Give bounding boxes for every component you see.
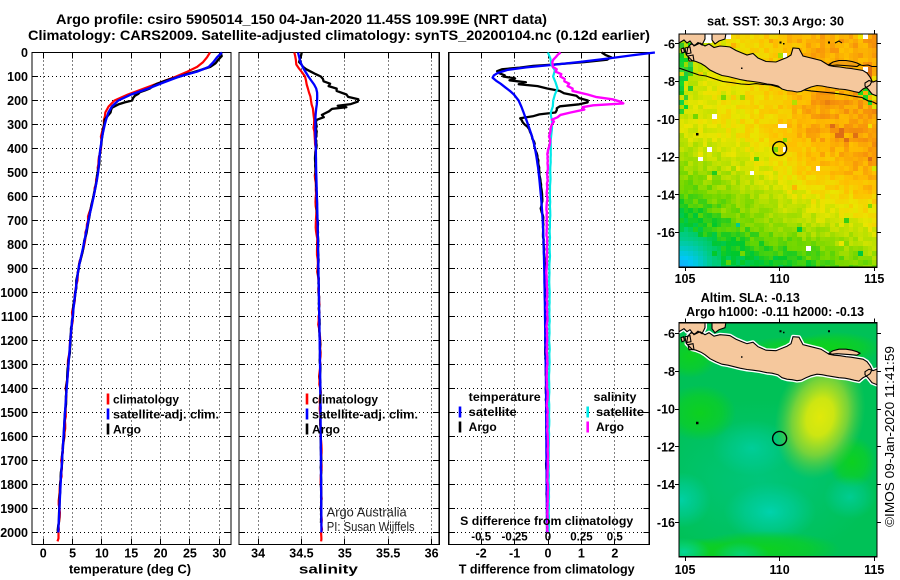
svg-text:-0.25: -0.25 bbox=[501, 532, 528, 544]
svg-text:115: 115 bbox=[864, 563, 884, 577]
svg-text:Argo: Argo bbox=[596, 422, 624, 434]
svg-text:400: 400 bbox=[7, 142, 28, 156]
svg-text:-8: -8 bbox=[664, 75, 675, 89]
svg-text:1800: 1800 bbox=[0, 478, 28, 492]
svg-text:35: 35 bbox=[338, 547, 352, 561]
svg-text:0.5: 0.5 bbox=[607, 532, 624, 544]
svg-text:20: 20 bbox=[154, 547, 168, 561]
svg-text:0: 0 bbox=[40, 547, 47, 561]
svg-text:1600: 1600 bbox=[0, 430, 28, 444]
svg-text:1700: 1700 bbox=[0, 454, 28, 468]
svg-text:Altim. SLA: -0.13: Altim. SLA: -0.13 bbox=[701, 290, 800, 305]
svg-text:110: 110 bbox=[770, 272, 790, 286]
svg-text:sat. SST: 30.3 Argo: 30: sat. SST: 30.3 Argo: 30 bbox=[707, 14, 844, 29]
svg-text:-14: -14 bbox=[657, 478, 675, 492]
svg-text:-12: -12 bbox=[657, 440, 675, 454]
svg-text:2000: 2000 bbox=[0, 526, 28, 540]
svg-text:-16: -16 bbox=[657, 226, 675, 240]
svg-text:climatology: climatology bbox=[312, 395, 379, 407]
svg-text:1200: 1200 bbox=[0, 334, 28, 348]
svg-text:satellite-adj. clim.: satellite-adj. clim. bbox=[312, 410, 418, 422]
svg-text:-1: -1 bbox=[509, 547, 520, 561]
svg-text:©IMOS 09-Jan-2020 11:41:59: ©IMOS 09-Jan-2020 11:41:59 bbox=[883, 346, 897, 527]
svg-text:10: 10 bbox=[95, 547, 109, 561]
svg-text:100: 100 bbox=[7, 70, 28, 84]
svg-text:Climatology: CARS2009. Satelli: Climatology: CARS2009. Satellite-adjuste… bbox=[28, 28, 650, 43]
svg-text:1400: 1400 bbox=[0, 382, 28, 396]
svg-text:700: 700 bbox=[7, 214, 28, 228]
svg-text:PI: Susan Wijffels: PI: Susan Wijffels bbox=[327, 520, 415, 534]
svg-text:S difference from climatology: S difference from climatology bbox=[460, 516, 634, 528]
svg-text:climatology: climatology bbox=[113, 395, 180, 407]
svg-text:Argo: Argo bbox=[312, 425, 340, 437]
svg-text:30: 30 bbox=[212, 547, 226, 561]
svg-text:1100: 1100 bbox=[1, 310, 28, 324]
svg-text:800: 800 bbox=[7, 238, 28, 252]
svg-text:Argo h1000: -0.11 h2000: -0.13: Argo h1000: -0.11 h2000: -0.13 bbox=[686, 304, 864, 319]
svg-text:1300: 1300 bbox=[0, 358, 28, 372]
svg-text:1000: 1000 bbox=[0, 286, 28, 300]
svg-text:34.5: 34.5 bbox=[289, 547, 313, 561]
svg-text:1500: 1500 bbox=[0, 406, 28, 420]
svg-text:36: 36 bbox=[425, 547, 439, 561]
svg-text:Argo Australia: Argo Australia bbox=[327, 506, 407, 520]
svg-text:-2: -2 bbox=[476, 547, 487, 561]
svg-text:temperature (deg C): temperature (deg C) bbox=[69, 562, 191, 577]
svg-text:-16: -16 bbox=[657, 516, 675, 530]
svg-text:15: 15 bbox=[124, 547, 138, 561]
svg-text:34: 34 bbox=[251, 547, 265, 561]
svg-text:200: 200 bbox=[7, 94, 28, 108]
svg-text:Argo profile: csiro 5905014_15: Argo profile: csiro 5905014_150 04-Jan-2… bbox=[56, 12, 547, 27]
svg-text:115: 115 bbox=[864, 272, 884, 286]
svg-text:0: 0 bbox=[545, 547, 552, 561]
svg-text:salinity: salinity bbox=[594, 392, 638, 404]
svg-text:110: 110 bbox=[770, 563, 790, 577]
svg-text:satellite: satellite bbox=[469, 407, 517, 419]
svg-text:900: 900 bbox=[7, 262, 28, 276]
svg-text:500: 500 bbox=[7, 166, 28, 180]
svg-text:600: 600 bbox=[7, 190, 28, 204]
svg-text:300: 300 bbox=[7, 118, 28, 132]
svg-text:35.5: 35.5 bbox=[376, 547, 400, 561]
svg-text:satellite: satellite bbox=[596, 407, 644, 419]
svg-text:1900: 1900 bbox=[0, 502, 28, 516]
svg-text:105: 105 bbox=[675, 272, 696, 286]
svg-text:-14: -14 bbox=[657, 188, 675, 202]
svg-text:2: 2 bbox=[611, 547, 618, 561]
svg-text:-6: -6 bbox=[664, 37, 675, 51]
svg-text:-10: -10 bbox=[657, 113, 675, 127]
svg-text:-6: -6 bbox=[664, 327, 675, 341]
svg-text:temperature: temperature bbox=[469, 392, 541, 404]
svg-text:105: 105 bbox=[675, 563, 696, 577]
svg-text:0: 0 bbox=[21, 46, 28, 60]
svg-text:Argo: Argo bbox=[113, 425, 141, 437]
svg-text:5: 5 bbox=[69, 547, 76, 561]
svg-text:25: 25 bbox=[183, 547, 197, 561]
svg-text:Argo: Argo bbox=[469, 422, 497, 434]
svg-text:satellite-adj. clim.: satellite-adj. clim. bbox=[113, 410, 219, 422]
svg-text:1: 1 bbox=[578, 547, 585, 561]
svg-text:-0.5: -0.5 bbox=[471, 532, 491, 544]
svg-text:-8: -8 bbox=[664, 365, 675, 379]
svg-text:0.25: 0.25 bbox=[570, 532, 593, 544]
svg-text:0: 0 bbox=[545, 532, 551, 544]
svg-text:-12: -12 bbox=[657, 151, 675, 165]
svg-text:T difference from climatology: T difference from climatology bbox=[459, 562, 636, 577]
svg-text:-10: -10 bbox=[657, 403, 675, 417]
svg-text:salinity: salinity bbox=[299, 562, 359, 577]
